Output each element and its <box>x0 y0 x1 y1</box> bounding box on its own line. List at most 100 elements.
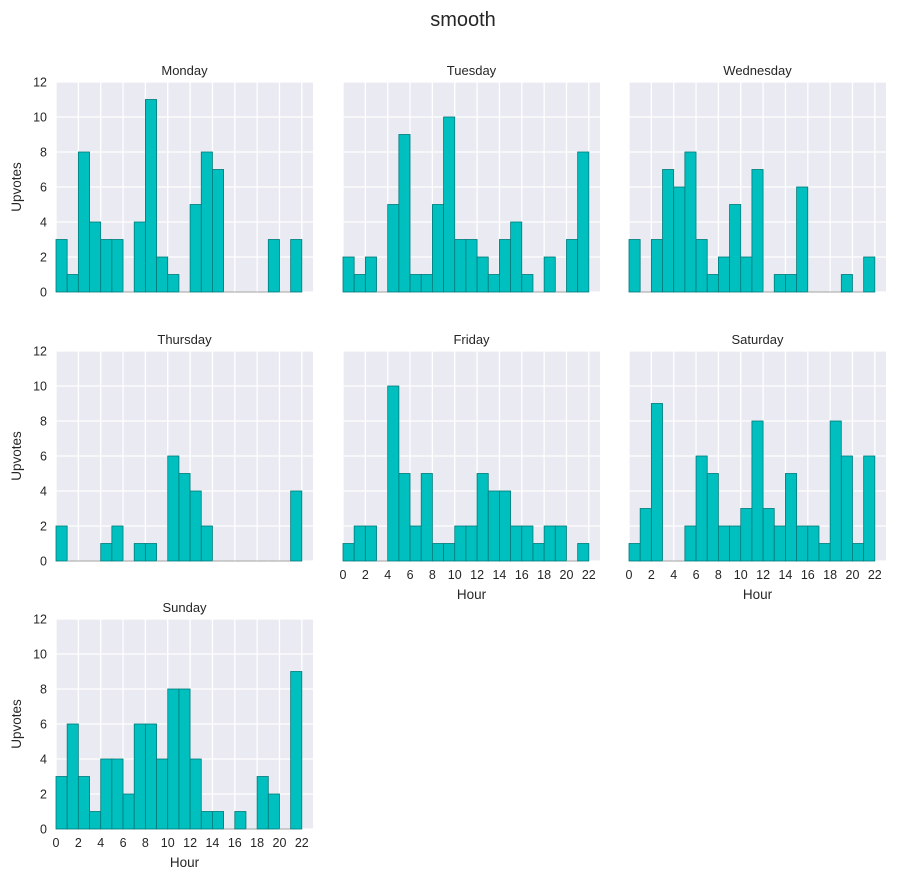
x-tick-label: 22 <box>582 568 596 582</box>
bar <box>729 204 742 293</box>
x-tick-label: 12 <box>756 568 770 582</box>
x-tick-label: 18 <box>537 568 551 582</box>
bar <box>673 186 686 293</box>
x-tick-label: 16 <box>801 568 815 582</box>
y-tick-label: 6 <box>40 181 47 195</box>
bar <box>55 776 68 830</box>
bar <box>829 420 842 562</box>
y-tick-label: 8 <box>40 683 47 697</box>
bar <box>476 256 489 293</box>
bar <box>66 274 79 293</box>
bar <box>695 455 708 562</box>
bar <box>650 403 663 562</box>
bar <box>431 204 444 293</box>
y-tick-label: 8 <box>40 146 47 160</box>
x-tick-label: 6 <box>120 836 127 850</box>
x-tick-label: 22 <box>868 568 882 582</box>
bar <box>740 508 753 562</box>
bar <box>577 151 590 293</box>
bar <box>639 508 652 562</box>
bar <box>554 525 567 562</box>
y-tick-label: 0 <box>40 823 47 837</box>
bar <box>111 525 124 562</box>
bar <box>650 239 663 293</box>
bar <box>499 239 512 293</box>
x-tick-label: 2 <box>75 836 82 850</box>
bar <box>717 256 730 293</box>
x-tick-label: 10 <box>734 568 748 582</box>
bar <box>487 274 500 293</box>
y-axis-label: Upvotes <box>9 699 24 749</box>
bar <box>628 239 641 293</box>
x-tick-label: 12 <box>470 568 484 582</box>
x-tick-label: 16 <box>515 568 529 582</box>
bar <box>566 239 579 293</box>
panel-saturday: Saturday 0 2 4 6 8 10 12 14 16 18 20 22 Hour <box>626 332 886 602</box>
bar <box>100 543 113 562</box>
bar <box>695 239 708 293</box>
bar <box>431 543 444 562</box>
bar <box>89 811 102 830</box>
bar <box>189 758 202 830</box>
bar <box>740 256 753 293</box>
y-tick-label: 6 <box>40 450 47 464</box>
subplot-title: Monday <box>161 63 208 78</box>
subplot-title: Saturday <box>731 332 784 347</box>
bar <box>773 274 786 293</box>
bar <box>77 776 90 830</box>
bar <box>342 256 355 293</box>
bar <box>818 543 831 562</box>
bar <box>729 525 742 562</box>
bar <box>133 543 146 562</box>
y-tick-label: 4 <box>40 753 47 767</box>
bar <box>111 239 124 293</box>
bar <box>521 525 534 562</box>
bar <box>156 758 169 830</box>
x-tick-label: 8 <box>142 836 149 850</box>
bar <box>267 239 280 293</box>
bar <box>111 758 124 830</box>
x-axis-label: Hour <box>457 587 487 602</box>
bar <box>144 723 157 830</box>
bar <box>543 256 556 293</box>
bar <box>465 239 478 293</box>
x-tick-label: 0 <box>53 836 60 850</box>
bar <box>465 525 478 562</box>
bar <box>684 525 697 562</box>
bar <box>133 723 146 830</box>
y-tick-label: 4 <box>40 485 47 499</box>
bar <box>543 525 556 562</box>
bar <box>863 256 876 293</box>
bar <box>200 811 213 830</box>
bar <box>364 525 377 562</box>
bar <box>212 811 225 830</box>
bar <box>353 274 366 293</box>
bar <box>189 204 202 293</box>
x-tick-label: 6 <box>693 568 700 582</box>
bar <box>133 221 146 293</box>
bar <box>443 116 456 293</box>
panel-thursday: Thursday 0 2 4 6 8 10 12 Upvotes <box>9 332 313 569</box>
bar <box>167 688 180 830</box>
y-axis-label: Upvotes <box>9 431 24 481</box>
bar <box>499 490 512 562</box>
bar <box>785 473 798 562</box>
bar <box>684 151 697 293</box>
y-tick-label: 4 <box>40 216 47 230</box>
bar <box>773 525 786 562</box>
bar <box>364 256 377 293</box>
bar <box>267 793 280 830</box>
subplot-title: Sunday <box>162 600 207 615</box>
bar <box>796 186 809 293</box>
subplot-title: Friday <box>453 332 490 347</box>
bar <box>510 221 523 293</box>
bar <box>840 274 853 293</box>
bar <box>577 543 590 562</box>
y-tick-label: 12 <box>33 613 47 627</box>
bar <box>89 221 102 293</box>
bar <box>796 525 809 562</box>
x-tick-label: 14 <box>205 836 219 850</box>
y-tick-label: 2 <box>40 788 47 802</box>
bar <box>66 723 79 830</box>
x-tick-label: 20 <box>560 568 574 582</box>
